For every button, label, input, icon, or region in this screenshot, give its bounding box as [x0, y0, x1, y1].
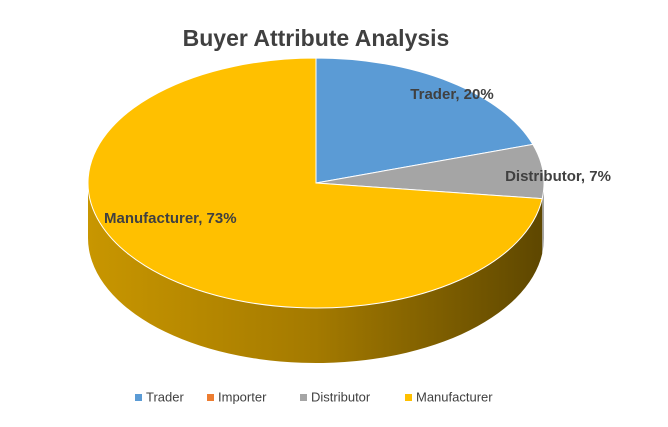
slice-side	[542, 183, 544, 254]
slice	[87, 57, 543, 309]
slice-side	[87, 183, 543, 364]
legend-swatch	[135, 394, 142, 401]
legend-label: Manufacturer	[416, 389, 493, 404]
chart-title: Buyer Attribute Analysis	[183, 25, 450, 51]
data-label: Trader, 20%	[410, 86, 493, 103]
legend-swatch	[207, 394, 214, 401]
slice	[315, 57, 534, 184]
data-label: Distributor, 7%	[505, 168, 611, 185]
legend-label: Importer	[218, 389, 267, 404]
legend-swatch	[405, 394, 412, 401]
legend-label: Trader	[146, 389, 184, 404]
data-label: Manufacturer, 73%	[104, 210, 237, 227]
legend-label: Distributor	[311, 389, 371, 404]
legend-swatch	[300, 394, 307, 401]
